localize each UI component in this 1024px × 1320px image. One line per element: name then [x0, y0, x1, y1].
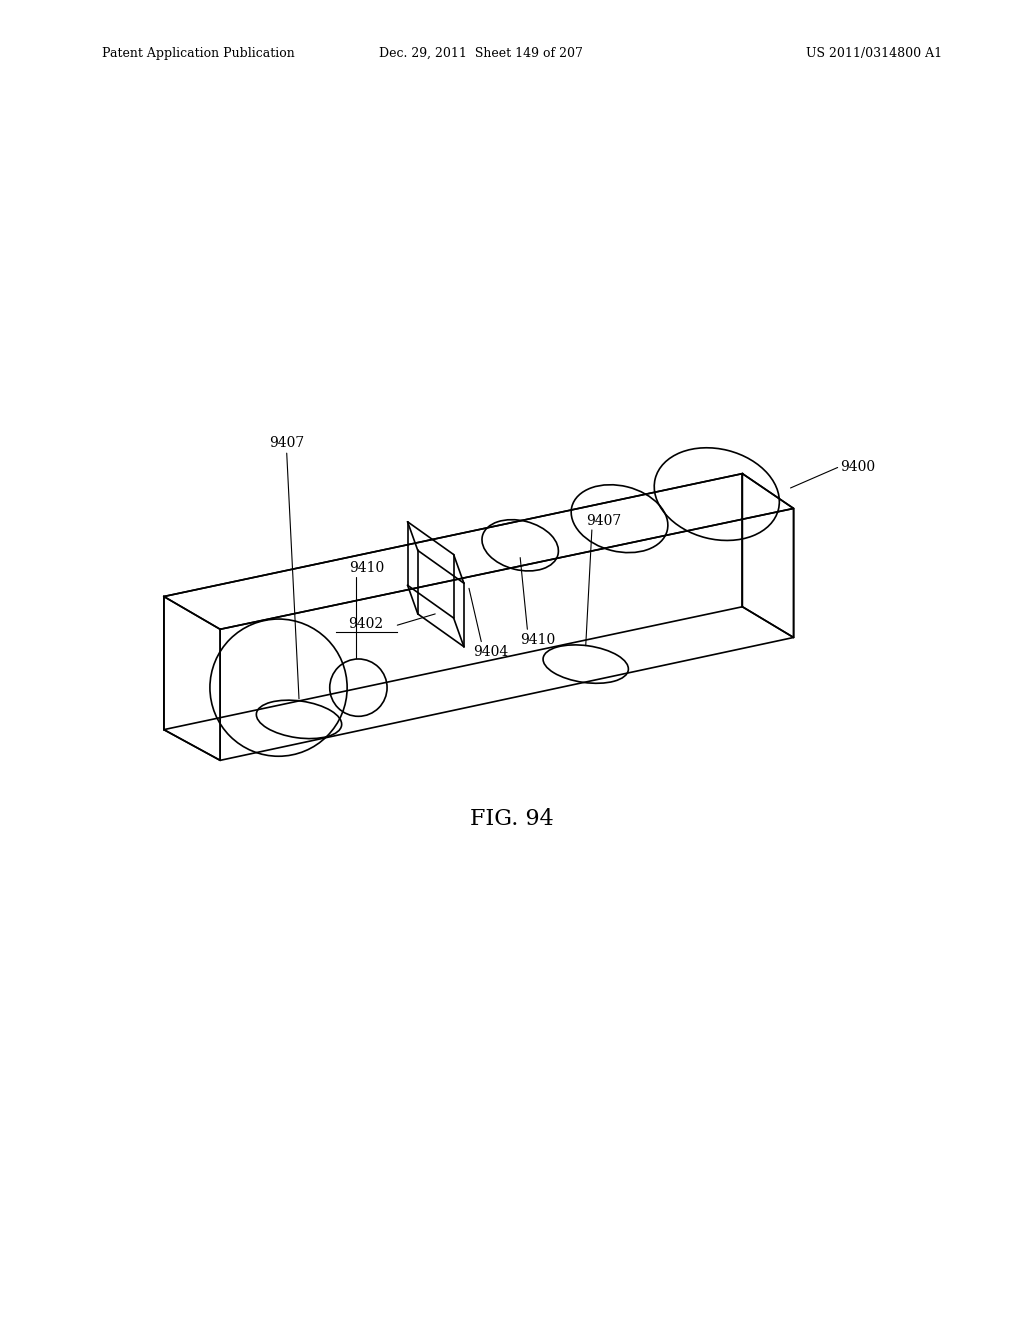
Text: Dec. 29, 2011  Sheet 149 of 207: Dec. 29, 2011 Sheet 149 of 207	[379, 46, 584, 59]
Text: 9402: 9402	[348, 618, 383, 631]
Text: 9407: 9407	[587, 513, 622, 528]
Text: 9407: 9407	[269, 436, 304, 450]
Text: FIG. 94: FIG. 94	[470, 808, 554, 830]
Text: 9400: 9400	[840, 461, 874, 474]
Text: 9410: 9410	[349, 561, 384, 574]
Text: US 2011/0314800 A1: US 2011/0314800 A1	[806, 46, 942, 59]
Text: 9410: 9410	[520, 632, 555, 647]
Text: 9404: 9404	[473, 644, 508, 659]
Text: Patent Application Publication: Patent Application Publication	[102, 46, 295, 59]
